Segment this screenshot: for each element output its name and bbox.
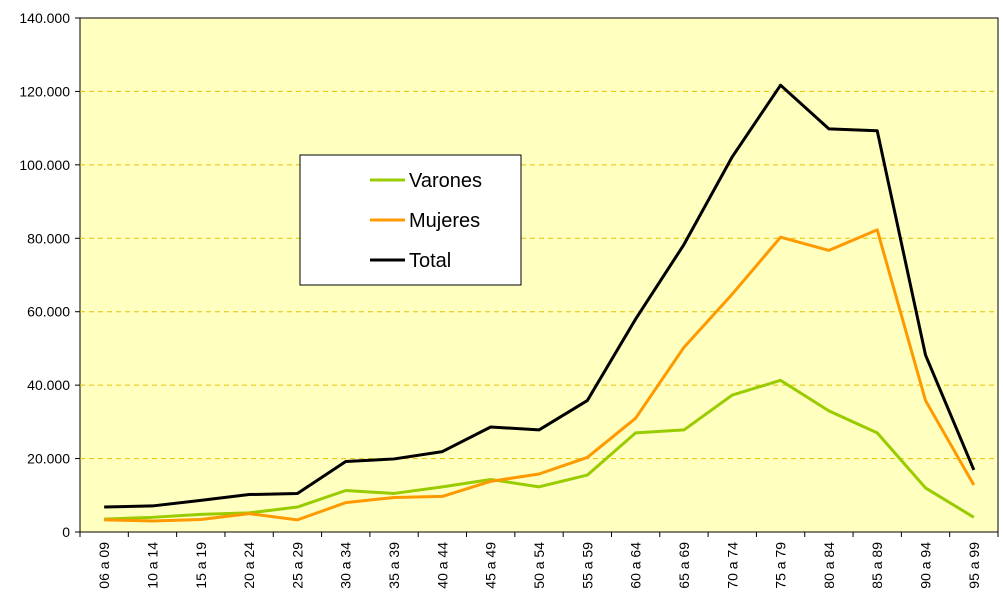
y-tick-label: 0	[62, 524, 70, 540]
x-tick-label: 50 a 54	[531, 542, 547, 589]
legend-label: Total	[409, 250, 451, 272]
x-tick-label: 40 a 44	[434, 542, 450, 589]
x-tick-label: 65 a 69	[676, 542, 692, 589]
x-tick-label: 25 a 29	[289, 542, 305, 589]
x-tick-label: 15 a 19	[193, 542, 209, 589]
legend-label: Mujeres	[409, 210, 480, 232]
plot-area	[79, 17, 999, 533]
x-tick-label: 20 a 24	[241, 542, 257, 589]
y-tick-label: 40.000	[27, 377, 70, 393]
x-tick-label: 85 a 89	[869, 542, 885, 589]
x-tick-label: 70 a 74	[724, 542, 740, 589]
legend-box	[299, 154, 522, 286]
y-tick-label: 120.000	[19, 83, 70, 99]
x-tick-label: 60 a 64	[628, 542, 644, 589]
x-tick-label: 30 a 34	[338, 542, 354, 589]
x-tick-label: 80 a 84	[821, 542, 837, 589]
y-tick-label: 100.000	[19, 157, 70, 173]
x-tick-label: 95 a 99	[966, 542, 982, 589]
x-tick-label: 90 a 94	[918, 542, 934, 589]
x-tick-label: 45 a 49	[483, 542, 499, 589]
legend-label: Varones	[409, 170, 482, 192]
y-tick-label: 60.000	[27, 304, 70, 320]
x-tick-label: 35 a 39	[386, 542, 402, 589]
x-tick-label: 55 a 59	[579, 542, 595, 589]
x-tick-label: 10 a 14	[144, 542, 160, 589]
series-line	[104, 228, 976, 523]
y-tick-label: 140.000	[19, 10, 70, 26]
y-tick-label: 80.000	[27, 230, 70, 246]
x-tick-label: 75 a 79	[773, 542, 789, 589]
x-tick-label: 06 a 09	[96, 542, 112, 589]
y-tick-label: 20.000	[27, 451, 70, 467]
series-line	[104, 83, 976, 509]
